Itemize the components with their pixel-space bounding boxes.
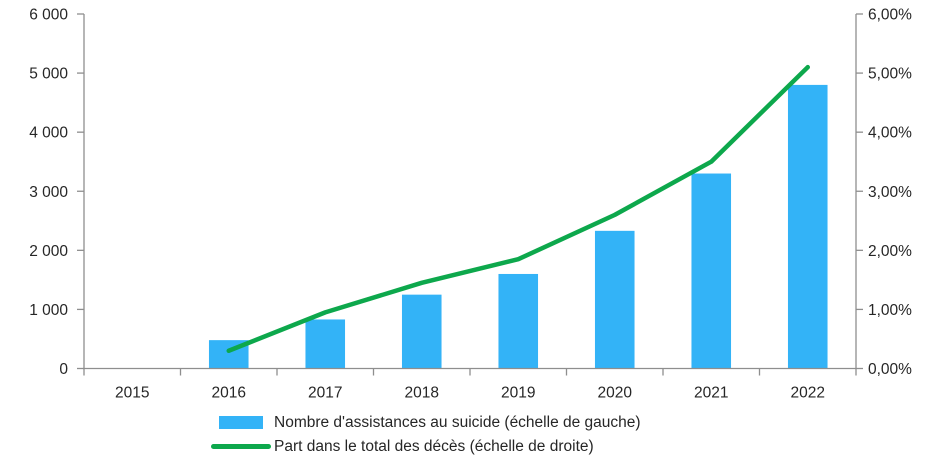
chart-legend: Nombre d'assistances au suicide (échelle…	[210, 412, 641, 457]
x-axis-year-label: 2017	[308, 385, 342, 402]
left-axis-tick-label: 2 000	[29, 243, 68, 260]
x-axis-year-label: 2018	[405, 385, 439, 402]
left-axis-tick-label: 1 000	[29, 302, 68, 319]
trend-line	[226, 64, 810, 354]
bar-2017	[305, 319, 346, 369]
left-axis-tick-label: 3 000	[29, 184, 68, 201]
left-axis-tick-label: 5 000	[29, 66, 68, 83]
right-axis-tick-label: 0,00%	[868, 361, 912, 378]
x-axis-year-label: 2019	[501, 385, 535, 402]
bar-2022	[787, 84, 828, 369]
bar-2020	[594, 230, 635, 369]
x-axis-year-label: 2020	[598, 385, 633, 402]
right-axis-tick-label: 2,00%	[868, 243, 912, 260]
legend-bar-swatch	[219, 416, 263, 429]
legend-swatch-box	[210, 444, 272, 449]
x-axis-year-label: 2016	[212, 385, 246, 402]
right-axis-tick-label: 4,00%	[868, 125, 912, 142]
bar-2018	[401, 294, 442, 369]
x-axis-year-label: 2021	[694, 385, 728, 402]
right-axis-tick-label: 6,00%	[868, 7, 912, 24]
chart-plot-area: 6 000 6,00% 5 000 5,00% 4 000 4,00% 3 000 3,00%…	[29, 7, 912, 402]
left-axis-tick-label: 0	[59, 361, 68, 378]
right-axis-tick-label: 3,00%	[868, 184, 912, 201]
right-axis-tick-label: 1,00%	[868, 302, 912, 319]
left-axis-tick-label: 6 000	[29, 7, 68, 24]
legend-item-bar-series: Nombre d'assistances au suicide (échelle…	[210, 412, 641, 433]
legend-swatch-box	[210, 416, 272, 429]
x-axis-year-label: 2015	[115, 385, 149, 402]
right-axis-tick-label: 5,00%	[868, 66, 912, 83]
legend-line-swatch	[211, 444, 271, 449]
legend-label-line-series: Part dans le total des décès (échelle de…	[274, 437, 594, 455]
legend-item-line-series: Part dans le total des décès (échelle de…	[210, 436, 641, 457]
x-axis-year-label: 2022	[791, 385, 825, 402]
left-axis-tick-label: 4 000	[29, 125, 68, 142]
bar-2019	[498, 273, 539, 369]
bar-2021	[691, 173, 732, 369]
legend-label-bar-series: Nombre d'assistances au suicide (échelle…	[274, 413, 641, 431]
